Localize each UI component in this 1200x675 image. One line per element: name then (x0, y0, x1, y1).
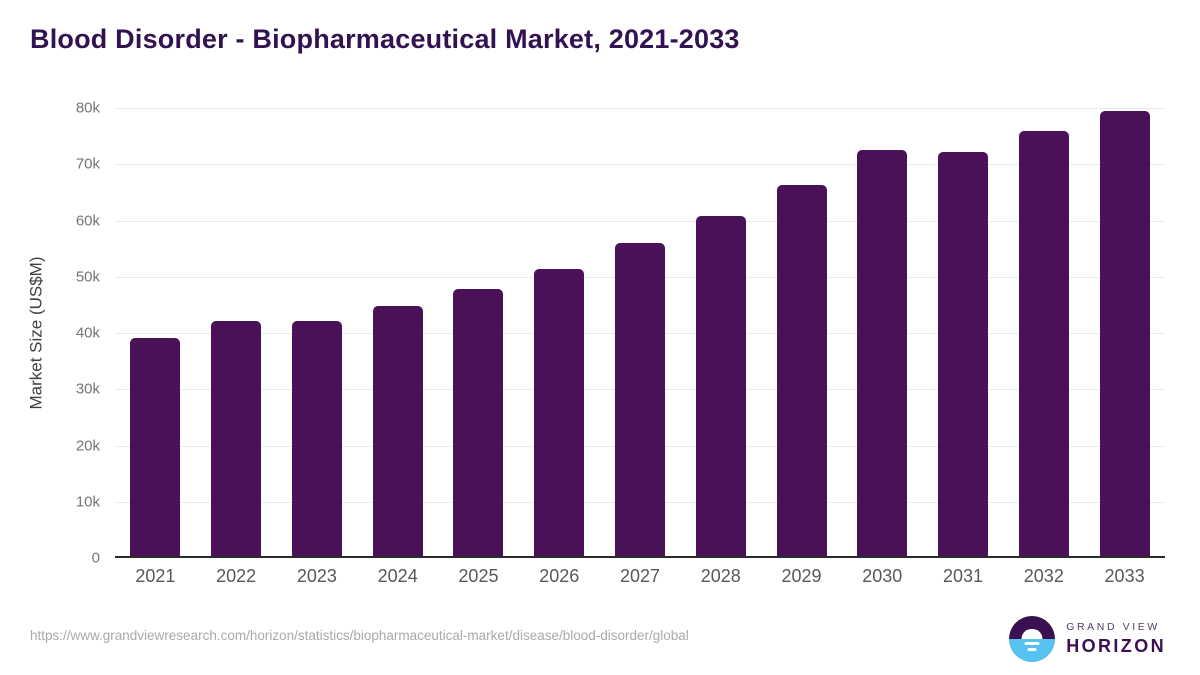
bar-slot-2022 (196, 108, 277, 558)
bar-2022[interactable] (211, 320, 262, 558)
sun-reflection-bar (1027, 648, 1037, 651)
y-tick-label-30k: 30k (75, 380, 100, 398)
bar-2030[interactable] (857, 150, 908, 558)
source-url-text: https://www.grandviewresearch.com/horizo… (30, 628, 689, 643)
y-tick-label-20k: 20k (75, 437, 100, 454)
x-tick-label-2022: 2022 (216, 566, 257, 586)
bar-slot-2029 (761, 108, 842, 558)
bar-slot-2028 (680, 108, 761, 558)
x-tick-label-2023: 2023 (296, 566, 337, 586)
x-tick-label-2026: 2026 (539, 566, 580, 586)
bar-slot-2032 (1003, 108, 1084, 558)
page-title: Blood Disorder - Biopharmaceutical Marke… (30, 24, 740, 54)
bar-slot-2027 (600, 108, 681, 558)
sun-icon (1021, 629, 1043, 639)
x-tick-label-2031: 2031 (943, 566, 984, 586)
bar-slot-2021 (115, 108, 196, 558)
bar-slot-2033 (1084, 108, 1165, 558)
x-tick-label-2030: 2030 (862, 566, 903, 586)
logo-brand-name: GRAND VIEW (1066, 621, 1160, 633)
x-tick-label-2032: 2032 (1023, 566, 1064, 586)
bar-2024[interactable] (372, 306, 423, 558)
bar-2026[interactable] (534, 268, 585, 558)
grand-view-horizon-logo: GRAND VIEW HORIZON (1009, 616, 1166, 662)
y-tick-label-60k: 60k (75, 212, 100, 229)
x-axis-tick-labels: 2021 2022 2023 2024 2025 2026 2027 2028 2029 2030… (115, 566, 1165, 587)
x-tick-label-2033: 2033 (1104, 566, 1145, 586)
y-tick-label-70k: 70k (75, 155, 100, 173)
bar-2029[interactable] (776, 185, 827, 558)
y-tick-label-40k: 40k (75, 324, 100, 342)
x-tick-label-2025: 2025 (458, 566, 499, 586)
bar-2021[interactable] (130, 338, 181, 558)
y-tick-label-10k: 10k (75, 493, 100, 511)
bar-2025[interactable] (453, 289, 504, 558)
bar-slot-2030 (842, 108, 923, 558)
bar-2023[interactable] (291, 320, 342, 558)
bar-2028[interactable] (695, 216, 746, 558)
logo-product-name: HORIZON (1066, 636, 1166, 656)
x-tick-label-2024: 2024 (377, 566, 418, 586)
bar-2031[interactable] (938, 151, 989, 558)
y-tick-label-80k: 80k (75, 99, 100, 117)
y-axis-tick-labels: 80k 70k 60k 50k 40k 30k 20k 10k 0 (0, 100, 100, 567)
logo-text: GRAND VIEW HORIZON (1066, 621, 1166, 657)
x-tick-label-2021: 2021 (135, 566, 176, 586)
x-axis-line (115, 556, 1165, 558)
bar-slot-2024 (357, 108, 438, 558)
bar-2032[interactable] (1018, 131, 1069, 558)
x-tick-label-2028: 2028 (700, 566, 741, 586)
plot-area (115, 108, 1165, 558)
y-tick-label-50k: 50k (75, 268, 100, 286)
bar-slot-2031 (923, 108, 1004, 558)
bar-slot-2026 (519, 108, 600, 558)
x-tick-label-2027: 2027 (619, 566, 660, 586)
bar-slot-2023 (277, 108, 358, 558)
x-tick-label-2029: 2029 (781, 566, 822, 586)
sunset-horizon-icon (1009, 616, 1056, 662)
y-tick-label-0: 0 (91, 549, 100, 567)
bar-2027[interactable] (614, 243, 665, 558)
gridline-60k (115, 220, 1165, 222)
bar-2033[interactable] (1099, 110, 1150, 558)
bars-container (115, 108, 1165, 558)
sun-reflection-bar (1024, 642, 1040, 645)
bar-slot-2025 (438, 108, 519, 558)
gridline-80k (115, 108, 1165, 109)
gridline-70k (115, 164, 1165, 166)
